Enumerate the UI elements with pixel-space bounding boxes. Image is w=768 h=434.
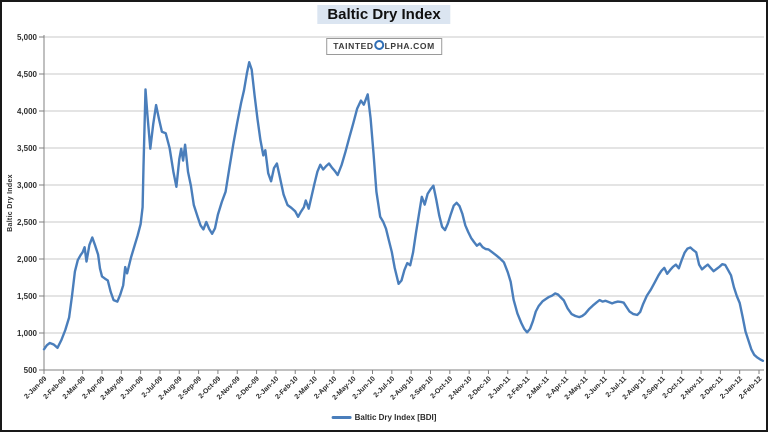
svg-text:4,500: 4,500 <box>17 70 38 79</box>
svg-text:2,500: 2,500 <box>17 218 38 227</box>
legend-label: Baltic Dry Index [BDI] <box>354 413 437 422</box>
watermark-logo: TAINTED LPHA.COM <box>326 38 442 55</box>
chart-title: Baltic Dry Index <box>317 5 451 24</box>
watermark-text-after: LPHA.COM <box>384 41 435 51</box>
svg-text:500: 500 <box>24 366 38 375</box>
svg-text:1,500: 1,500 <box>17 292 38 301</box>
svg-text:4,000: 4,000 <box>17 107 38 116</box>
svg-text:1,000: 1,000 <box>17 329 38 338</box>
alpha-ring-icon <box>374 40 385 50</box>
svg-text:3,500: 3,500 <box>17 144 38 153</box>
watermark-text-before: TAINTED <box>333 41 374 51</box>
svg-text:3,000: 3,000 <box>17 181 38 190</box>
chart-legend: Baltic Dry Index [BDI] <box>331 413 437 422</box>
svg-text:Baltic Dry Index: Baltic Dry Index <box>7 174 14 232</box>
legend-line-swatch <box>331 416 352 419</box>
svg-text:5,000: 5,000 <box>17 33 38 42</box>
svg-text:2,000: 2,000 <box>17 255 38 264</box>
